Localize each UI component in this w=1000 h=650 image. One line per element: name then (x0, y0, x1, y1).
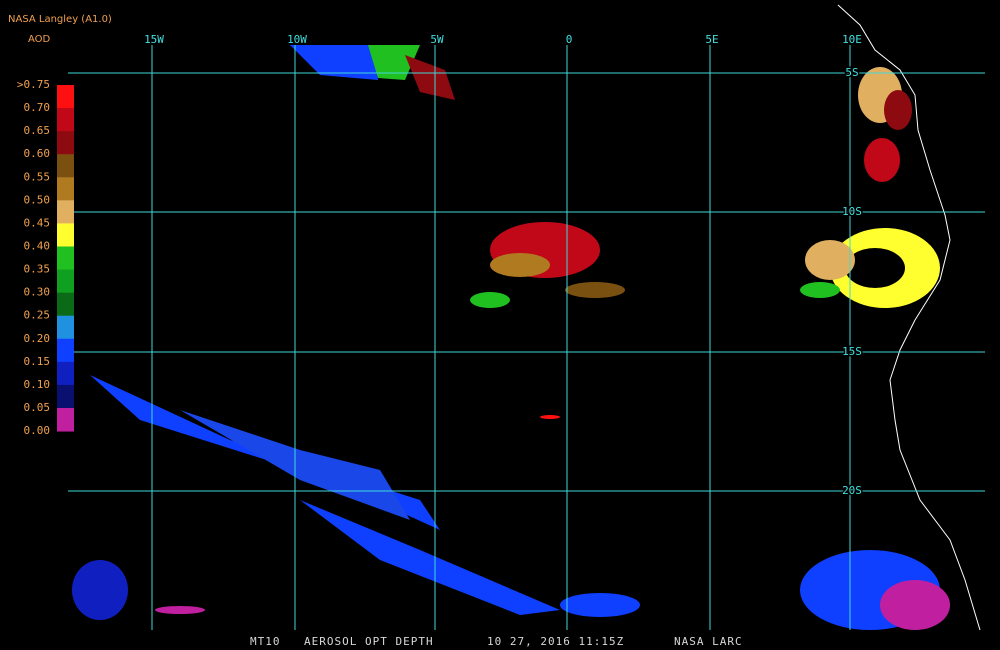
longitude-label: 0 (566, 33, 573, 46)
legend-label: 0.70 (24, 101, 51, 114)
legend-swatch (57, 246, 74, 271)
graticule: 15W 10W 5W 0 5E 10E 5S 10S 15S 20S (68, 33, 985, 630)
aerosol-field (864, 138, 900, 182)
aerosol-field (490, 253, 550, 277)
aerosol-field (72, 560, 128, 620)
footer-text: NASA LARC (674, 635, 743, 648)
latitude-label: 10S (842, 205, 862, 218)
legend-swatch (57, 338, 74, 363)
coastline (837, 4, 981, 631)
aerosol-field (800, 282, 840, 298)
legend-label: 0.45 (24, 216, 51, 229)
legend-label: 0.00 (24, 424, 51, 437)
latitude-label: 15S (842, 345, 862, 358)
footer-text: 10 27, 2016 11:15Z (487, 635, 624, 648)
aerosol-field (565, 282, 625, 298)
aerosol-field (155, 606, 205, 614)
legend-label: 0.10 (24, 378, 51, 391)
legend-swatch (57, 200, 74, 224)
aerosol-field (290, 45, 378, 80)
legend-label: >0.75 (17, 78, 50, 91)
aerosol-field (405, 55, 455, 100)
longitude-label: 10E (842, 33, 862, 46)
header-subtitle: AOD (28, 34, 51, 45)
legend-label: 0.20 (24, 332, 51, 345)
legend-label: 0.55 (24, 170, 51, 183)
longitude-label: 15W (144, 33, 164, 46)
longitude-label: 5E (705, 33, 718, 46)
legend-swatch (57, 131, 74, 155)
legend-swatch (57, 85, 74, 109)
legend-swatch (57, 384, 74, 409)
legend-swatch (57, 315, 74, 340)
legend-label: 0.50 (24, 193, 51, 206)
latitude-label: 20S (842, 484, 862, 497)
aerosol-field (805, 240, 855, 280)
legend-label: 0.05 (24, 401, 51, 414)
header-title: NASA Langley (A1.0) (8, 14, 112, 25)
legend-swatch (57, 154, 74, 178)
legend-label: 0.40 (24, 239, 51, 252)
aerosol-field (845, 248, 905, 288)
longitude-label: 5W (430, 33, 444, 46)
legend-swatch (57, 108, 74, 132)
aerosol-field (560, 593, 640, 617)
aerosol-field (884, 90, 912, 130)
legend-label: 0.25 (24, 309, 51, 322)
legend-label: 0.35 (24, 263, 51, 276)
aerosol-field (470, 292, 510, 308)
legend-swatch (57, 269, 74, 294)
legend-swatch (57, 361, 74, 386)
map-frame (68, 45, 985, 630)
footer: MT10 AEROSOL OPT DEPTH 10 27, 2016 11:15Z N… (250, 635, 743, 648)
legend-swatch (57, 407, 74, 432)
legend-label: 0.15 (24, 355, 51, 368)
aerosol-field (300, 500, 560, 615)
aerosol-field (368, 45, 420, 80)
aerosol-field (540, 415, 560, 419)
aerosol-field (880, 580, 950, 630)
legend-swatch (57, 177, 74, 201)
legend-label: 0.65 (24, 124, 51, 137)
footer-text: MT10 (250, 635, 281, 648)
latitude-label: 5S (845, 66, 858, 79)
legend: >0.75 0.70 0.65 0.60 0.55 0.50 0.45 0.40 0.35 0.3… (17, 78, 74, 437)
aerosol-fields (72, 45, 950, 630)
legend-label: 0.60 (24, 147, 51, 160)
legend-swatch (57, 223, 74, 247)
footer-text: AEROSOL OPT DEPTH (304, 635, 434, 648)
legend-swatch (57, 292, 74, 317)
legend-label: 0.30 (24, 286, 51, 299)
longitude-label: 10W (287, 33, 307, 46)
